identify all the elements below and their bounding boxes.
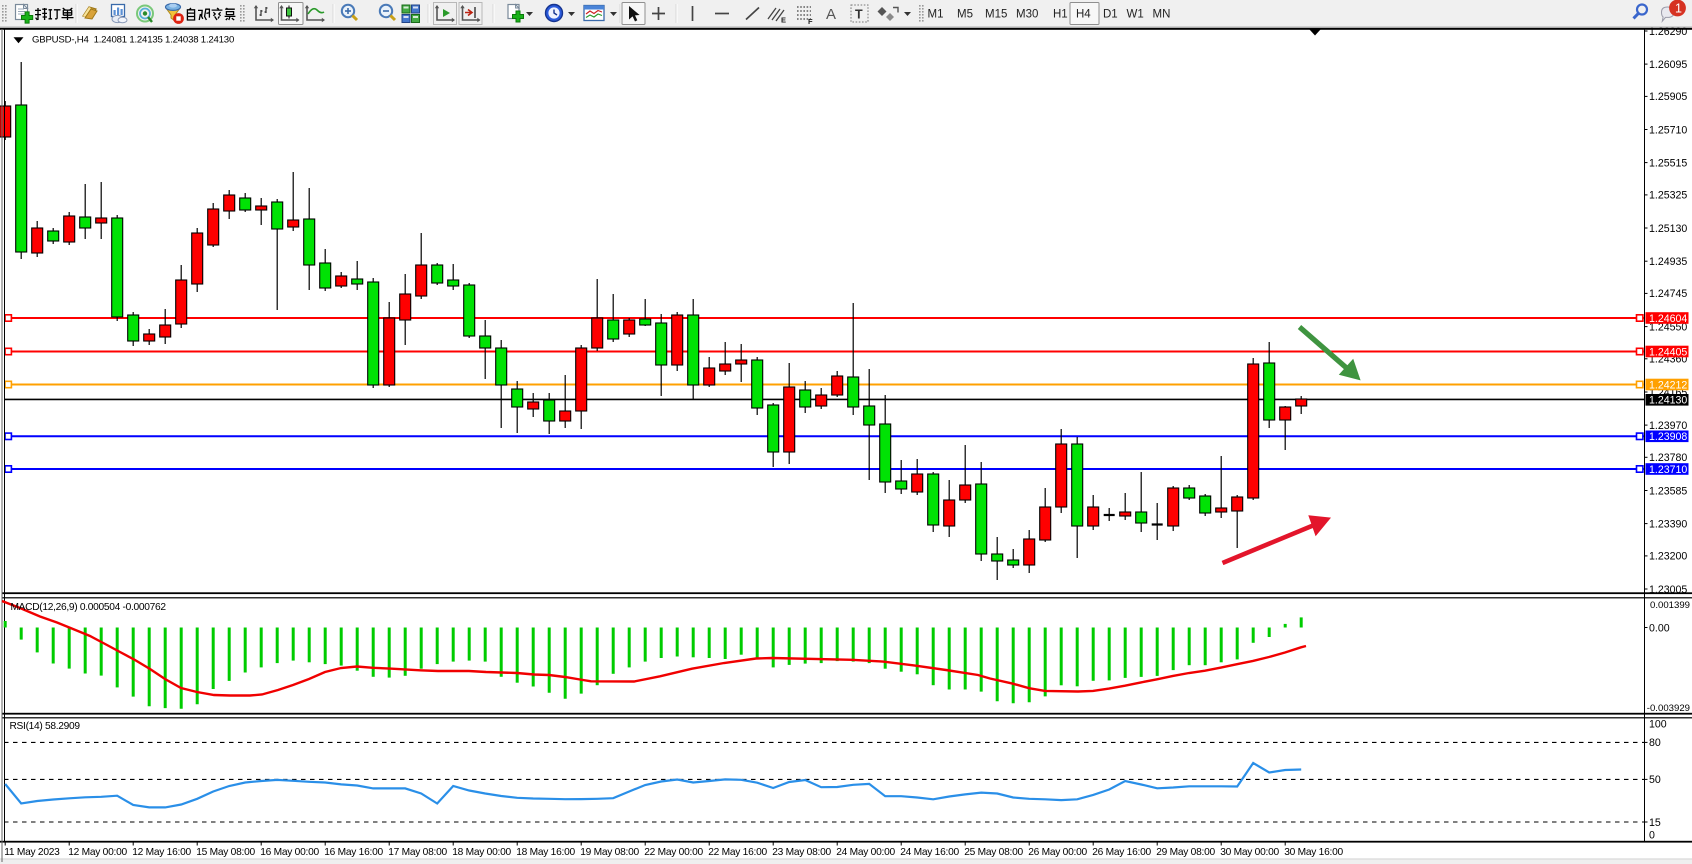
svg-text:1.23780: 1.23780 (1649, 452, 1687, 464)
svg-text:24 May 00:00: 24 May 00:00 (836, 847, 895, 858)
svg-text:0: 0 (1649, 830, 1655, 842)
svg-text:29 May 08:00: 29 May 08:00 (1156, 847, 1215, 858)
svg-text:1.25325: 1.25325 (1649, 190, 1687, 202)
svg-text:26 May 16:00: 26 May 16:00 (1092, 847, 1151, 858)
svg-text:1.23005: 1.23005 (1649, 584, 1687, 596)
svg-text:H1: H1 (1053, 9, 1068, 21)
svg-text:16 May 00:00: 16 May 00:00 (260, 847, 319, 858)
svg-text:M5: M5 (957, 9, 973, 21)
svg-text:30 May 00:00: 30 May 00:00 (1220, 847, 1279, 858)
svg-text:1.26290: 1.26290 (1649, 26, 1687, 38)
svg-text:1.24405: 1.24405 (1649, 346, 1687, 358)
svg-text:M1: M1 (928, 9, 944, 21)
svg-text:1.25710: 1.25710 (1649, 124, 1687, 136)
svg-text:M30: M30 (1016, 9, 1038, 21)
svg-text:1.24130: 1.24130 (1649, 395, 1687, 407)
svg-text:1.23585: 1.23585 (1649, 485, 1687, 497)
svg-text:1: 1 (1675, 2, 1682, 16)
svg-text:25 May 08:00: 25 May 08:00 (964, 847, 1023, 858)
svg-text:100: 100 (1649, 718, 1667, 730)
svg-text:18 May 16:00: 18 May 16:00 (516, 847, 575, 858)
svg-text:15: 15 (1649, 817, 1661, 829)
svg-text:11 May 2023: 11 May 2023 (4, 847, 60, 858)
svg-text:50: 50 (1649, 774, 1661, 786)
svg-text:22 May 00:00: 22 May 00:00 (644, 847, 703, 858)
svg-text:1.25515: 1.25515 (1649, 157, 1687, 169)
svg-text:12 May 00:00: 12 May 00:00 (68, 847, 127, 858)
svg-text:H4: H4 (1076, 9, 1091, 21)
svg-text:80: 80 (1649, 737, 1661, 749)
svg-text:F: F (808, 17, 813, 26)
svg-text:1.24745: 1.24745 (1649, 288, 1687, 300)
svg-text:0.001399: 0.001399 (1650, 600, 1690, 611)
svg-text:1.23710: 1.23710 (1649, 464, 1687, 476)
svg-text:GBPUSD-,H4 1.24081 1.24135 1.: GBPUSD-,H4 1.24081 1.24135 1.24038 1.241… (32, 34, 234, 45)
svg-text:D1: D1 (1103, 9, 1118, 21)
svg-text:MACD(12,26,9) 0.000504 -0.0007: MACD(12,26,9) 0.000504 -0.000762 (11, 602, 167, 613)
svg-text:12 May 16:00: 12 May 16:00 (132, 847, 191, 858)
svg-text:1.23908: 1.23908 (1649, 431, 1687, 443)
svg-text:T: T (855, 8, 863, 22)
svg-text:RSI(14) 58.2909: RSI(14) 58.2909 (10, 721, 81, 732)
svg-text:E: E (781, 16, 786, 25)
svg-text:MN: MN (1153, 9, 1171, 21)
svg-text:1.26095: 1.26095 (1649, 59, 1687, 71)
svg-text:1.24935: 1.24935 (1649, 256, 1687, 268)
svg-text:M15: M15 (985, 9, 1007, 21)
svg-text:1.25130: 1.25130 (1649, 223, 1687, 235)
svg-text:1.24604: 1.24604 (1649, 313, 1687, 325)
svg-text:0.00: 0.00 (1649, 622, 1670, 634)
svg-text:26 May 00:00: 26 May 00:00 (1028, 847, 1087, 858)
svg-text:15 May 08:00: 15 May 08:00 (196, 847, 255, 858)
svg-text:17 May 08:00: 17 May 08:00 (388, 847, 447, 858)
svg-text:19 May 08:00: 19 May 08:00 (580, 847, 639, 858)
svg-text:22 May 16:00: 22 May 16:00 (708, 847, 767, 858)
svg-text:1.24550: 1.24550 (1649, 321, 1687, 333)
svg-text:1.25905: 1.25905 (1649, 91, 1687, 103)
svg-text:W1: W1 (1127, 9, 1144, 21)
svg-text:1.23390: 1.23390 (1649, 518, 1687, 530)
svg-text:18 May 00:00: 18 May 00:00 (452, 847, 511, 858)
svg-text:1.23200: 1.23200 (1649, 551, 1687, 563)
svg-text:23 May 08:00: 23 May 08:00 (772, 847, 831, 858)
svg-text:1.23970: 1.23970 (1649, 420, 1687, 432)
svg-text:-0.003929: -0.003929 (1647, 703, 1690, 714)
svg-text:1.24212: 1.24212 (1649, 379, 1687, 391)
svg-text:16 May 16:00: 16 May 16:00 (324, 847, 383, 858)
svg-text:A: A (826, 6, 836, 23)
svg-text:24 May 16:00: 24 May 16:00 (900, 847, 959, 858)
svg-text:30 May 16:00: 30 May 16:00 (1284, 847, 1343, 858)
